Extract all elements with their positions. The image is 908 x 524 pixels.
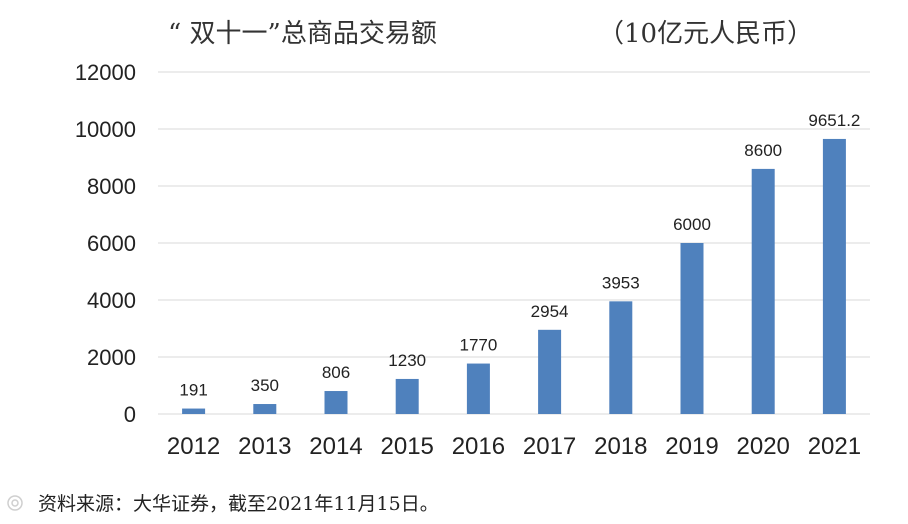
y-tick-label: 10000 bbox=[75, 117, 136, 142]
bar bbox=[822, 138, 846, 414]
data-label: 806 bbox=[322, 363, 350, 382]
chart-unit: （10亿元人民币） bbox=[598, 19, 813, 49]
x-tick-label: 2020 bbox=[737, 433, 790, 460]
x-axis-ticks: 2012 2013 2014 2015 2016 2017 2018 2019 2020 2021 bbox=[167, 433, 861, 460]
data-label: 1230 bbox=[388, 351, 426, 370]
bar bbox=[751, 168, 775, 414]
y-tick-label: 0 bbox=[124, 402, 136, 427]
camera-icon bbox=[7, 495, 23, 511]
x-tick-label: 2014 bbox=[309, 433, 362, 460]
data-label: 350 bbox=[251, 376, 279, 395]
bar bbox=[538, 329, 562, 414]
y-axis-ticks: 0 2000 4000 6000 8000 10000 12000 bbox=[75, 60, 136, 427]
y-tick-label: 6000 bbox=[87, 231, 136, 256]
y-tick-label: 4000 bbox=[87, 288, 136, 313]
data-label: 9651.2 bbox=[808, 111, 860, 130]
data-label: 3953 bbox=[602, 273, 640, 292]
y-tick-label: 2000 bbox=[87, 345, 136, 370]
data-label: 6000 bbox=[673, 215, 711, 234]
data-label: 1770 bbox=[459, 336, 497, 355]
bar bbox=[466, 363, 490, 414]
gridlines bbox=[158, 71, 870, 415]
data-label: 191 bbox=[179, 381, 207, 400]
bar bbox=[680, 243, 704, 414]
x-tick-label: 2012 bbox=[167, 433, 220, 460]
x-tick-label: 2013 bbox=[238, 433, 291, 460]
bar bbox=[253, 404, 277, 414]
bar bbox=[182, 408, 206, 414]
bars bbox=[182, 138, 846, 414]
x-tick-label: 2019 bbox=[665, 433, 718, 460]
bar bbox=[324, 391, 348, 414]
bar bbox=[395, 378, 419, 414]
data-label: 8600 bbox=[744, 141, 782, 160]
bar bbox=[609, 301, 633, 414]
x-tick-label: 2021 bbox=[808, 433, 861, 460]
y-tick-label: 8000 bbox=[87, 174, 136, 199]
chart-title: “ 双十一”总商品交易额 bbox=[168, 19, 437, 49]
source-note: 资料来源：大华证券，截至2021年11月15日。 bbox=[38, 493, 439, 515]
x-tick-label: 2016 bbox=[452, 433, 505, 460]
data-labels: 191 350 806 1230 1770 2954 3953 6000 8600 9651.2 bbox=[179, 111, 860, 400]
data-label: 2954 bbox=[531, 302, 569, 321]
x-tick-label: 2017 bbox=[523, 433, 576, 460]
x-tick-label: 2018 bbox=[594, 433, 647, 460]
y-tick-label: 12000 bbox=[75, 60, 136, 85]
x-tick-label: 2015 bbox=[381, 433, 434, 460]
